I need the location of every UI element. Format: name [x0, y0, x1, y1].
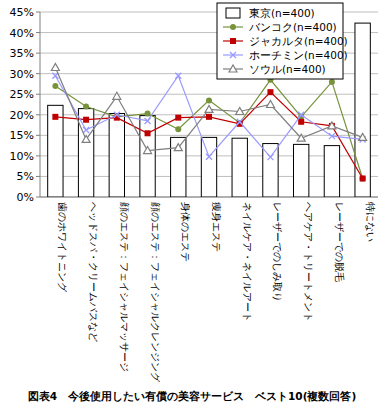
marker — [174, 144, 182, 151]
tick-label: 0% — [17, 191, 34, 204]
legend-label: ソウル(n=400) — [249, 63, 326, 75]
marker — [230, 38, 236, 44]
tick — [36, 155, 40, 156]
marker — [114, 112, 120, 118]
marker — [297, 134, 305, 141]
category-label: 特にない — [365, 202, 376, 242]
category-label: ヘッドスパ・クリームバスなど — [88, 202, 99, 342]
legend-label: バンコク(n=400) — [248, 21, 337, 33]
grid-line — [40, 94, 378, 95]
tick — [36, 114, 40, 115]
marker — [175, 115, 181, 121]
bar — [355, 23, 370, 197]
marker — [298, 112, 304, 118]
marker — [145, 111, 151, 117]
marker — [328, 122, 336, 129]
marker — [175, 73, 181, 79]
marker — [205, 105, 213, 112]
marker — [360, 176, 366, 182]
marker — [267, 154, 273, 160]
category-label: 歯のホワイトニング — [57, 202, 68, 293]
tick — [36, 12, 40, 13]
bar — [324, 146, 339, 197]
tick — [36, 32, 40, 33]
marker — [82, 135, 90, 142]
category-label: ネイルケア・ネイルアート — [242, 202, 253, 322]
category-label: レーザーでのしみ取り — [272, 202, 283, 302]
tick-label: 15% — [10, 129, 34, 142]
tick — [36, 53, 40, 54]
bar — [140, 116, 155, 197]
category-label: 顔のエステ：フェイシャルクレンジング — [150, 202, 161, 383]
tick-label: 5% — [17, 170, 34, 183]
tick — [36, 94, 40, 95]
marker — [83, 117, 89, 123]
category-label: レーザーでの脱毛 — [334, 202, 345, 282]
marker — [360, 176, 366, 182]
marker — [206, 114, 212, 120]
marker — [83, 127, 89, 133]
bar — [232, 138, 247, 197]
line — [55, 68, 362, 151]
line — [55, 80, 362, 179]
marker — [230, 24, 236, 30]
tick — [36, 135, 40, 136]
marker — [145, 130, 151, 136]
y-axis — [40, 12, 41, 197]
marker — [329, 123, 335, 129]
marker — [206, 97, 212, 103]
marker — [83, 104, 89, 110]
category-label: 痩身エステ — [211, 202, 222, 252]
marker — [144, 147, 152, 154]
tick-label: 30% — [10, 68, 34, 81]
title: 図表4 今後使用したい有償の美容サービス ベスト10(複数回答) — [28, 390, 357, 402]
bar — [109, 114, 124, 197]
chart: 0% 5% 10% 15% 20% 25% 30% 35% 40% 45% 歯のホワイトニング ヘッド… — [0, 0, 384, 413]
marker — [175, 126, 181, 132]
legend-label: 東京(n=400) — [249, 7, 315, 19]
tick — [36, 197, 40, 198]
marker — [298, 119, 304, 125]
category-label: 身体のエステ — [180, 202, 191, 262]
tick-label: 10% — [10, 150, 34, 163]
marker — [237, 119, 243, 125]
marker — [230, 52, 236, 58]
tick — [36, 73, 40, 74]
marks — [48, 23, 371, 197]
marker — [229, 65, 237, 72]
bar — [48, 105, 63, 197]
tick-label: 20% — [10, 109, 34, 122]
line — [55, 76, 362, 157]
marker — [236, 107, 244, 114]
category-label: 顔のエステ：フェイシャルマッサージ — [119, 202, 130, 372]
marker — [266, 101, 274, 108]
marker — [52, 83, 58, 89]
legend-label: ホーチミン(n=400) — [249, 49, 348, 61]
bar — [201, 137, 216, 197]
tick-label: 45% — [10, 6, 34, 19]
category-label: ヘアケア・トリートメント — [303, 202, 314, 322]
marker — [113, 92, 121, 99]
tick-label: 35% — [10, 47, 34, 60]
marker — [206, 154, 212, 160]
line — [55, 92, 362, 178]
legend-swatch — [226, 8, 240, 18]
marker — [145, 118, 151, 124]
legend-label: ジャカルタ(n=400) — [249, 35, 348, 47]
tick-label: 40% — [10, 27, 34, 40]
bar — [78, 109, 93, 197]
marker — [359, 133, 367, 140]
marker — [329, 133, 335, 139]
tick-label: 25% — [10, 88, 34, 101]
marker — [52, 114, 58, 120]
marker — [267, 89, 273, 95]
marker — [51, 64, 59, 71]
bar — [294, 144, 309, 197]
marker — [329, 79, 335, 85]
bar — [171, 137, 186, 197]
tick — [36, 176, 40, 177]
